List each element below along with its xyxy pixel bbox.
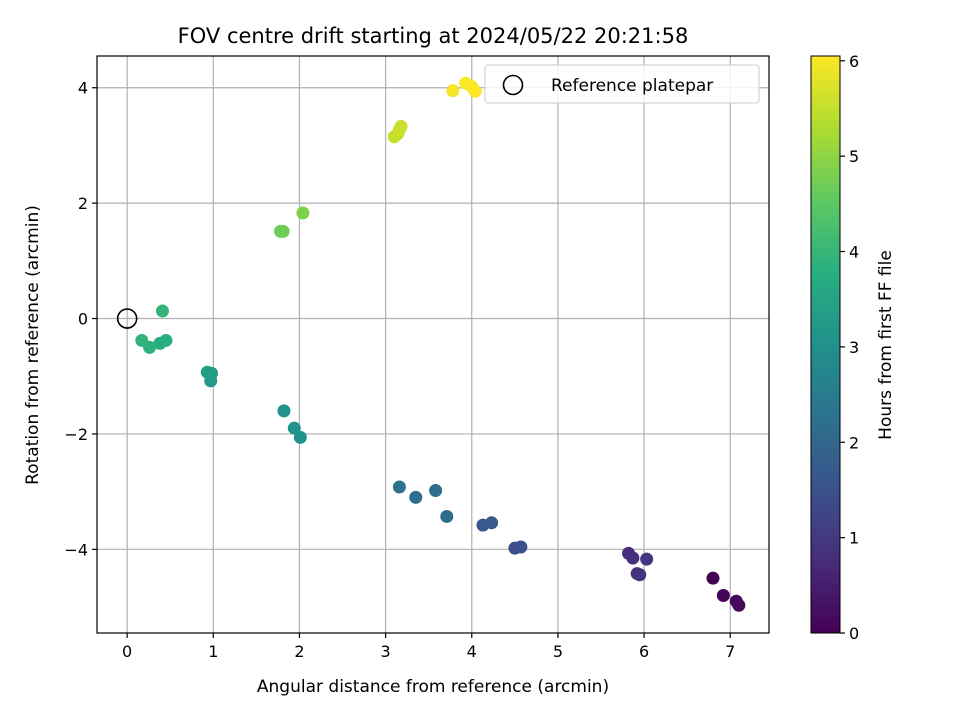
data-point-13	[440, 509, 454, 523]
data-point-12	[485, 516, 499, 530]
colorbar-tick-label-5: 5	[849, 147, 859, 166]
data-point-14	[429, 483, 443, 497]
data-point-7	[633, 568, 647, 582]
plot-frame	[96, 55, 770, 634]
data-point-8	[640, 552, 654, 566]
data-point-10	[514, 540, 528, 554]
legend-label: Reference platepar	[551, 76, 713, 96]
data-point-30	[296, 206, 310, 220]
x-tick-label-5: 5	[553, 642, 563, 661]
x-axis-label: Angular distance from reference (arcmin)	[257, 677, 609, 697]
colorbar-gradient	[810, 55, 841, 634]
data-point-16	[392, 480, 406, 494]
data-point-1	[716, 588, 730, 602]
x-tick-label-2: 2	[294, 642, 304, 661]
legend-box	[484, 64, 760, 104]
data-point-15	[409, 490, 423, 504]
data-point-27	[155, 304, 169, 318]
grid	[97, 56, 769, 633]
data-point-0	[706, 571, 720, 585]
colorbar-label: Hours from first FF file	[876, 250, 896, 440]
colorbar-tick-label-1: 1	[849, 529, 859, 548]
colorbar-tick-label-0: 0	[849, 624, 859, 643]
data-point-5	[626, 551, 640, 565]
y-axis-label: Rotation from reference (arcmin)	[23, 205, 43, 485]
x-tick-label-4: 4	[467, 642, 477, 661]
y-tick-label-2: 0	[78, 310, 88, 329]
colorbar-tick-label-3: 3	[849, 338, 859, 357]
data-point-24	[153, 336, 167, 350]
y-tick-label-1: −2	[64, 425, 88, 444]
colorbar-ticks: 0 1 2 3 4 5 6	[840, 52, 859, 643]
x-tick-label-1: 1	[208, 642, 218, 661]
data-points	[135, 76, 746, 612]
data-point-34	[394, 119, 408, 133]
y-tick-label-0: −4	[64, 540, 88, 559]
reference-platepar-marker	[116, 308, 138, 329]
y-tick-label-3: 2	[78, 194, 88, 213]
data-point-26	[135, 333, 149, 347]
x-axis-ticks: 0 1 2 3 4 5 6 7	[122, 633, 735, 661]
x-tick-label-3: 3	[381, 642, 391, 661]
x-tick-label-0: 0	[122, 642, 132, 661]
y-tick-label-4: 4	[78, 79, 88, 98]
data-point-22	[200, 365, 214, 379]
chart-title: FOV centre drift starting at 2024/05/22 …	[178, 24, 689, 48]
data-point-17	[293, 430, 307, 444]
data-point-35	[446, 84, 460, 98]
colorbar-tick-label-4: 4	[849, 243, 859, 262]
colorbar: 0 1 2 3 4 5 6 Hours from first FF file	[810, 52, 896, 643]
data-point-19	[277, 404, 291, 418]
data-point-38	[468, 84, 482, 98]
data-point-3	[732, 598, 746, 612]
colorbar-tick-label-6: 6	[849, 52, 859, 71]
data-point-29	[276, 224, 290, 238]
x-tick-label-6: 6	[639, 642, 649, 661]
y-axis-ticks: −4 −2 0 2 4	[64, 79, 97, 559]
colorbar-tick-label-2: 2	[849, 433, 859, 452]
legend: Reference platepar	[484, 64, 760, 104]
data-point-18	[287, 421, 301, 435]
legend-open-circle-icon	[502, 74, 524, 96]
x-tick-label-7: 7	[725, 642, 735, 661]
